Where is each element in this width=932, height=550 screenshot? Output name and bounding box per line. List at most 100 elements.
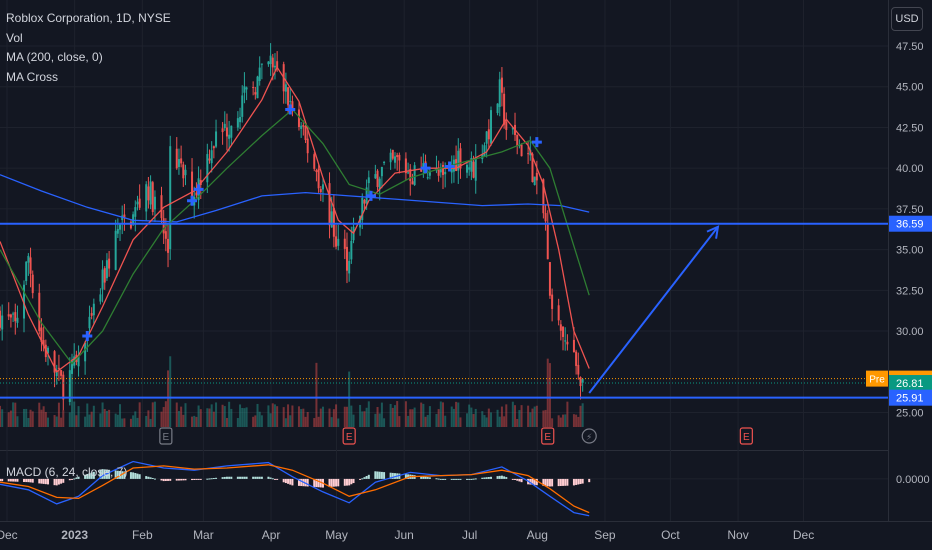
macd-histogram-bar <box>444 478 447 480</box>
macd-histogram-bar <box>485 477 488 479</box>
volume-bar <box>529 412 532 427</box>
macd-histogram-bar <box>23 478 26 482</box>
ma200-legend[interactable]: MA (200, close, 0) <box>6 50 103 64</box>
volume-bar <box>116 414 119 427</box>
macd-histogram-bar <box>404 474 407 479</box>
earnings-marker <box>342 427 356 445</box>
macd-histogram-bar <box>14 478 17 482</box>
macd-histogram-bar <box>276 478 279 480</box>
volume-bar <box>195 416 198 427</box>
volume-bar <box>424 416 427 427</box>
volume-bar <box>490 412 493 427</box>
volume-bar <box>271 403 274 427</box>
candle-body <box>564 340 567 342</box>
volume-bar <box>315 362 318 427</box>
macd-histogram-bar <box>239 476 242 479</box>
macd-histogram-bar <box>544 478 547 487</box>
candle-body <box>273 65 276 68</box>
candle-body <box>527 153 530 155</box>
volume-bar <box>284 418 287 427</box>
cross-marker <box>420 163 431 174</box>
symbol-title[interactable]: Roblox Corporation, 1D, NYSE <box>6 11 171 25</box>
macd-legend[interactable]: MACD (6, 24, close, 7) <box>6 465 128 479</box>
volume-bar <box>164 401 167 427</box>
macd-histogram-bar <box>474 478 477 480</box>
x-tick-label: Apr <box>262 528 281 542</box>
price-label-box <box>889 389 932 406</box>
candle-body <box>92 303 95 316</box>
candle-body <box>269 55 272 65</box>
candle-body <box>498 79 501 108</box>
volume-bar <box>498 416 501 427</box>
volume-bar <box>92 405 95 427</box>
macd-histogram-bar <box>483 477 486 479</box>
volume-bar <box>328 408 331 427</box>
macd-histogram-bar <box>361 478 364 480</box>
horizontal-lines[interactable] <box>0 222 888 399</box>
macd-histogram-bar <box>328 478 331 488</box>
volume-bar <box>25 408 28 427</box>
event-markers[interactable]: E E E E ⚡ <box>159 427 753 445</box>
candle-body <box>363 199 366 204</box>
volume-bar <box>474 408 477 427</box>
volume-bar <box>44 411 47 427</box>
volume-bar <box>437 409 440 427</box>
macd-histogram-bar <box>271 478 274 480</box>
candle-body <box>177 159 180 167</box>
candle-body <box>566 341 569 345</box>
candle-body <box>359 215 362 228</box>
volume-bar <box>71 359 74 427</box>
candle-body <box>485 131 488 144</box>
volume-bar <box>551 418 554 427</box>
volume-legend[interactable]: Vol <box>6 30 23 45</box>
candle-body <box>123 214 126 218</box>
volume-bar <box>466 413 469 427</box>
candle-body <box>389 152 392 163</box>
volume-bar <box>121 418 124 427</box>
volume-bar <box>404 401 407 427</box>
macd-histogram-bar <box>236 476 239 479</box>
macd-histogram-bar <box>487 477 490 479</box>
volume-bar <box>31 411 34 427</box>
candle-body <box>160 195 163 219</box>
candle-body <box>267 61 270 65</box>
macd-histogram-bar <box>284 478 287 484</box>
volume-bar <box>101 402 104 427</box>
macd-histogram-bar <box>389 472 392 479</box>
candle-body <box>428 172 431 176</box>
x-tick-label: Oct <box>661 528 680 542</box>
candle-body <box>134 207 137 217</box>
candle-body <box>420 168 423 172</box>
macd-histogram-bar <box>153 478 156 480</box>
macd-histogram-bar <box>160 478 163 481</box>
currency-button[interactable]: USD <box>891 7 923 31</box>
moving-average-lines <box>0 65 590 373</box>
candle-body <box>153 196 156 210</box>
x-tick-label: May <box>325 528 348 542</box>
macd-histogram-bar <box>208 478 211 480</box>
chart-legend: Roblox Corporation, 1D, NYSE Vol MA (200… <box>6 9 171 87</box>
macd-histogram-bar <box>245 476 248 479</box>
macd-histogram-bar <box>376 471 379 479</box>
macd-histogram-bar <box>437 478 440 480</box>
candle-body <box>23 284 26 319</box>
candle-body <box>544 213 547 222</box>
volume-bar <box>452 408 455 427</box>
macd-histogram-bar <box>505 477 508 479</box>
candle-body <box>90 313 93 316</box>
x-tick-label: Nov <box>727 528 748 542</box>
volume-bar <box>160 411 163 427</box>
candle-body <box>230 125 233 138</box>
volume-bar <box>579 405 582 427</box>
volume-bar <box>577 416 580 427</box>
macd-histogram-bar <box>88 473 91 479</box>
macross-legend[interactable]: MA Cross <box>6 69 59 84</box>
macd-histogram-bar <box>313 478 316 487</box>
candle-body <box>413 165 416 185</box>
volume-bar <box>455 401 458 427</box>
candle-body <box>105 260 108 279</box>
candle-body <box>228 134 231 139</box>
volume-bar <box>177 411 180 427</box>
volume-bar <box>367 401 370 427</box>
